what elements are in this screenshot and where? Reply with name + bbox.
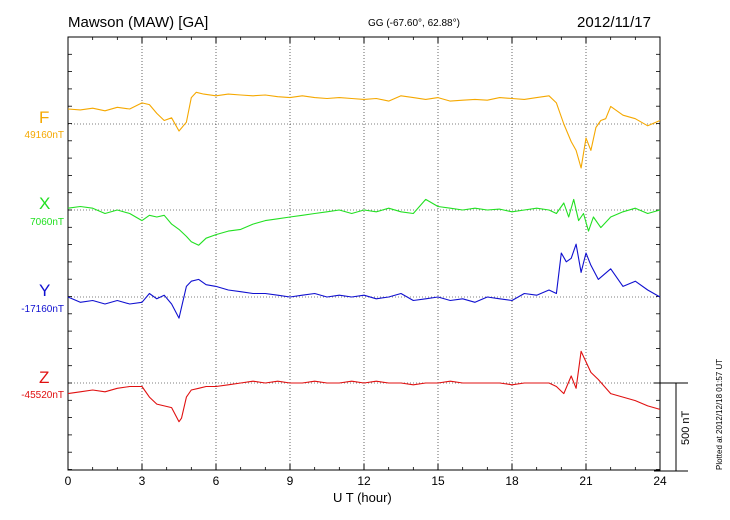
geo-coordinates: GG (-67.60°, 62.88°): [368, 18, 460, 29]
scale-bar-label: 500 nT: [680, 410, 692, 445]
x-tick-label: 24: [653, 474, 667, 488]
series-line-f: [67, 91, 661, 169]
x-tick-label: 3: [138, 474, 146, 488]
plotted-timestamp: Plotted at 2012/12/18 01:57 UT: [715, 358, 724, 470]
series-baseline-z: -45520nT: [21, 390, 64, 401]
x-axis-label: U T (hour): [333, 490, 392, 505]
series-baseline-f: 49160nT: [24, 130, 64, 141]
station-title: Mawson (MAW) [GA]: [68, 14, 209, 31]
series-label-x: X: [39, 194, 51, 213]
x-tick-label: 18: [505, 474, 519, 488]
x-tick-label: 6: [212, 474, 220, 488]
series-label-f: F: [39, 108, 50, 127]
series-line-x: [67, 198, 661, 246]
series-line-y: [67, 243, 661, 319]
series-label-y: Y: [39, 281, 51, 300]
x-tick-label: 9: [286, 474, 294, 488]
x-tick-label: 12: [357, 474, 371, 488]
series-baseline-y: -17160nT: [21, 304, 64, 315]
date-label: 2012/11/17: [577, 14, 651, 31]
x-tick-label: 0: [64, 474, 72, 488]
x-tick-label: 15: [431, 474, 445, 488]
series-line-z: [67, 350, 661, 423]
series-label-z: Z: [39, 368, 50, 387]
x-tick-label: 21: [579, 474, 593, 488]
series-baseline-x: 7060nT: [30, 217, 64, 228]
